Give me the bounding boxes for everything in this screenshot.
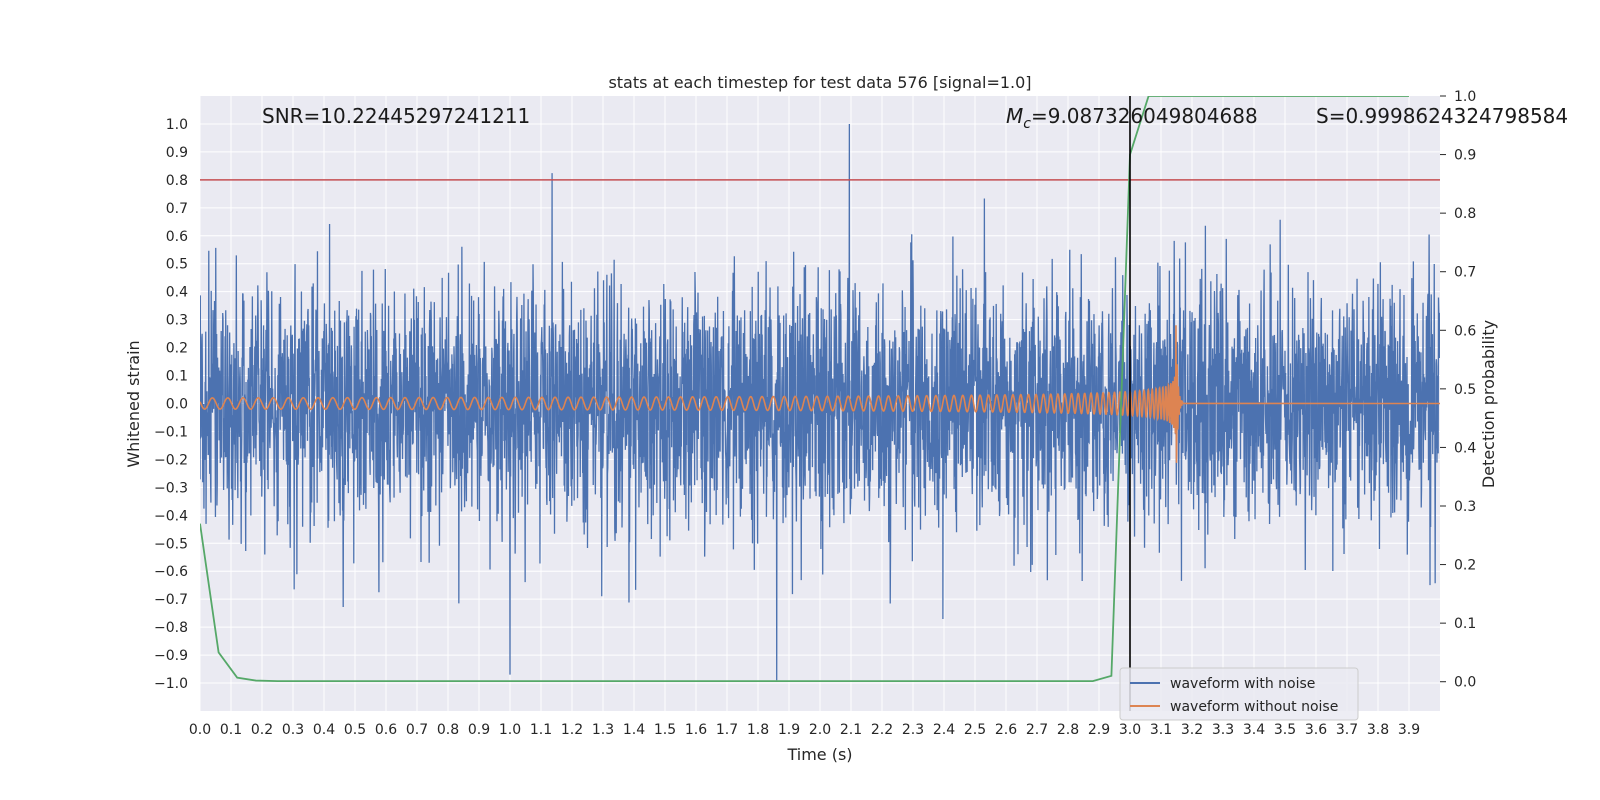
y-ticks-right: 1.0 0.9 0.8 0.7 0.6 0.5 0.4 0.3 0.2 0.1 0.0 bbox=[1440, 89, 1476, 691]
x-tick-label: 0.0 bbox=[189, 722, 211, 738]
x-tick-label: 0.1 bbox=[220, 722, 242, 738]
y-tick-label-right: 1.0 bbox=[1454, 89, 1476, 105]
series-layer bbox=[200, 96, 1440, 711]
mc-value: =9.087326049804688 bbox=[1031, 104, 1258, 128]
x-tick-label: 3.0 bbox=[1119, 722, 1141, 738]
y-tick-label-left: 0.5 bbox=[166, 257, 188, 273]
y-tick-label-right: 0.8 bbox=[1454, 206, 1476, 222]
x-tick-label: 2.3 bbox=[902, 722, 924, 738]
x-tick-label: 1.0 bbox=[499, 722, 521, 738]
y-tick-label-right: 0.0 bbox=[1454, 675, 1476, 691]
y-tick-label-left: 0.9 bbox=[166, 145, 188, 161]
y-tick-label-left: 0.6 bbox=[166, 229, 188, 245]
y-tick-label-left: −0.9 bbox=[154, 648, 188, 664]
x-tick-label: 0.4 bbox=[313, 722, 335, 738]
x-tick-label: 1.2 bbox=[561, 722, 583, 738]
x-tick-label: 2.0 bbox=[809, 722, 831, 738]
legend-box bbox=[1119, 667, 1359, 721]
y-tick-label-left: 0.8 bbox=[166, 173, 188, 189]
y-tick-label-left: −0.2 bbox=[154, 452, 188, 468]
y-tick-label-left: 0.3 bbox=[166, 313, 188, 329]
y-ticks-left: 1.0 0.9 0.8 0.7 0.6 0.5 0.4 0.3 0.2 0.1 0.0 −0.1 −0.… bbox=[154, 117, 188, 692]
y-tick-label-left: −0.4 bbox=[154, 508, 188, 524]
x-tick-label: 0.9 bbox=[468, 722, 490, 738]
y-tick-label-right: 0.1 bbox=[1454, 616, 1476, 632]
y-tick-label-left: −0.3 bbox=[154, 480, 188, 496]
x-tick-label: 3.9 bbox=[1398, 722, 1420, 738]
x-tick-label: 3.8 bbox=[1367, 722, 1389, 738]
legend-label-clean: waveform without noise bbox=[1170, 699, 1338, 715]
x-tick-label: 1.5 bbox=[654, 722, 676, 738]
y-tick-label-right: 0.3 bbox=[1454, 499, 1476, 515]
series-detection-probability bbox=[200, 96, 1409, 683]
x-tick-label: 1.6 bbox=[685, 722, 707, 738]
snr-annotation: SNR=10.22445297241211 bbox=[262, 104, 530, 128]
x-tick-label: 0.8 bbox=[437, 722, 459, 738]
y-tick-label-left: 0.1 bbox=[166, 369, 188, 385]
x-tick-label: 2.7 bbox=[1026, 722, 1048, 738]
x-tick-label: 2.5 bbox=[964, 722, 986, 738]
mc-symbol: M bbox=[1006, 104, 1023, 128]
x-tick-label: 3.4 bbox=[1243, 722, 1265, 738]
y-tick-label-left: −1.0 bbox=[154, 676, 188, 692]
y-tick-label-left: 0.7 bbox=[166, 201, 188, 217]
y-tick-label-right: 0.9 bbox=[1454, 148, 1476, 164]
series-waveform-with-noise bbox=[200, 123, 1440, 681]
y-tick-label-left: −0.5 bbox=[154, 536, 188, 552]
x-tick-label: 3.3 bbox=[1212, 722, 1234, 738]
x-tick-label: 0.5 bbox=[344, 722, 366, 738]
y-axis-label-right: Detection probability bbox=[1479, 320, 1498, 488]
x-tick-label: 1.8 bbox=[747, 722, 769, 738]
x-tick-label: 2.9 bbox=[1088, 722, 1110, 738]
x-tick-label: 1.1 bbox=[530, 722, 552, 738]
x-tick-label: 0.6 bbox=[375, 722, 397, 738]
x-tick-label: 3.7 bbox=[1336, 722, 1358, 738]
y-tick-label-left: −0.8 bbox=[154, 620, 188, 636]
legend-label-noise: waveform with noise bbox=[1170, 676, 1315, 692]
y-axis-label-left: Whitened strain bbox=[124, 340, 143, 467]
legend: waveform with noise waveform without noi… bbox=[1119, 667, 1359, 721]
x-tick-label: 3.6 bbox=[1305, 722, 1327, 738]
x-tick-label: 1.3 bbox=[592, 722, 614, 738]
chart-title: stats at each timestep for test data 576… bbox=[608, 73, 1031, 92]
y-tick-label-right: 0.7 bbox=[1454, 265, 1476, 281]
x-tick-label: 0.3 bbox=[282, 722, 304, 738]
x-tick-label: 0.2 bbox=[251, 722, 273, 738]
x-tick-label: 2.1 bbox=[840, 722, 862, 738]
y-tick-label-left: 0.0 bbox=[166, 397, 188, 413]
mc-annotation: Mc=9.087326049804688 bbox=[1006, 104, 1258, 132]
x-tick-label: 0.7 bbox=[406, 722, 428, 738]
y-tick-label-left: 0.4 bbox=[166, 285, 188, 301]
s-annotation: S=0.9998624324798584 bbox=[1316, 104, 1568, 128]
mc-subscript: c bbox=[1023, 116, 1031, 132]
x-tick-label: 1.9 bbox=[778, 722, 800, 738]
y-tick-label-right: 0.5 bbox=[1454, 382, 1476, 398]
y-tick-label-right: 0.4 bbox=[1454, 440, 1476, 456]
x-tick-label: 3.1 bbox=[1150, 722, 1172, 738]
x-tick-label: 3.5 bbox=[1274, 722, 1296, 738]
y-tick-label-left: −0.6 bbox=[154, 564, 188, 580]
y-tick-label-left: 1.0 bbox=[166, 117, 188, 133]
y-tick-label-left: −0.7 bbox=[154, 592, 188, 608]
x-ticks: 0.0 0.1 0.2 0.3 0.4 0.5 0.6 0.7 0.8 0.9 1.0 1.1 1.2 1… bbox=[189, 722, 1420, 738]
x-tick-label: 2.4 bbox=[933, 722, 955, 738]
y-tick-label-left: 0.2 bbox=[166, 341, 188, 357]
series-waveform-without-noise bbox=[200, 325, 1440, 463]
x-tick-label: 1.7 bbox=[716, 722, 738, 738]
y-tick-label-right: 0.6 bbox=[1454, 323, 1476, 339]
x-tick-label: 2.6 bbox=[995, 722, 1017, 738]
x-tick-label: 2.8 bbox=[1057, 722, 1079, 738]
x-tick-label: 2.2 bbox=[871, 722, 893, 738]
y-tick-label-right: 0.2 bbox=[1454, 558, 1476, 574]
x-tick-label: 1.4 bbox=[623, 722, 645, 738]
x-axis-label: Time (s) bbox=[786, 745, 852, 764]
x-tick-label: 3.2 bbox=[1181, 722, 1203, 738]
y-tick-label-left: −0.1 bbox=[154, 424, 188, 440]
